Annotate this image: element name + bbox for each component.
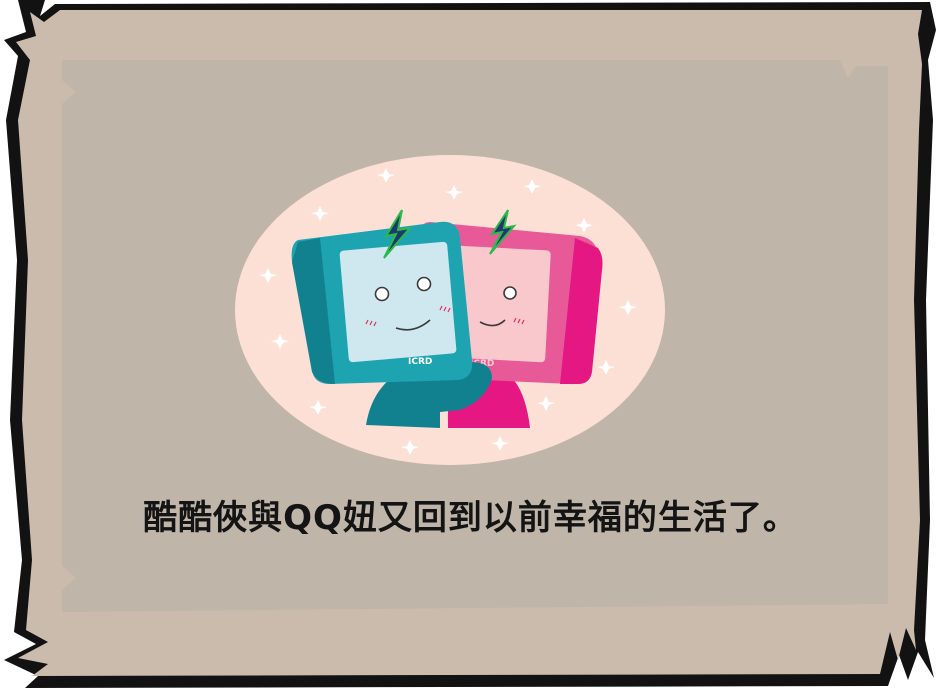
cool-hero-character: ICRD xyxy=(291,209,492,428)
cool-hero-badge: ICRD xyxy=(408,357,432,367)
cool-hero-face xyxy=(339,241,457,363)
story-caption: 酷酷俠與QQ妞又回到以前幸福的生活了。 xyxy=(143,498,798,538)
lightning-icon xyxy=(489,209,517,255)
qq-girl-face xyxy=(449,245,551,363)
lightning-icon xyxy=(383,209,413,259)
sparkle-icons xyxy=(259,168,637,455)
